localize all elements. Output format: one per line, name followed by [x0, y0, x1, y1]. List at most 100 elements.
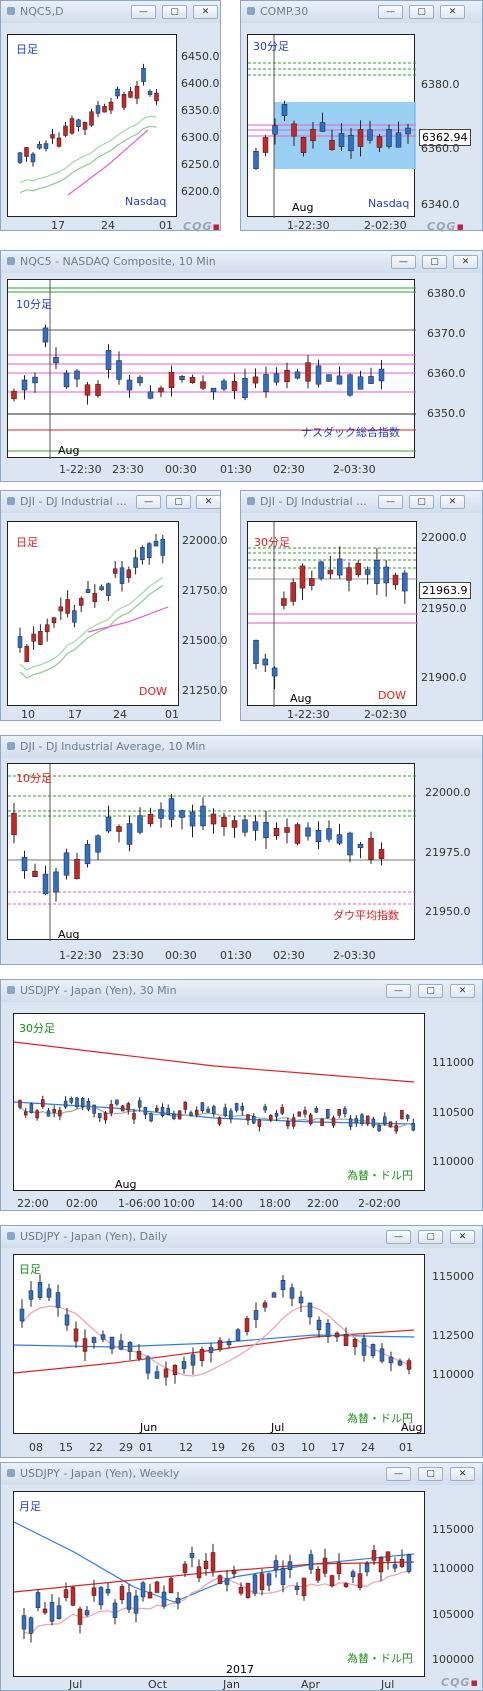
candle-body: [172, 1365, 178, 1375]
candle-body: [336, 834, 343, 844]
minimize-button[interactable]: —: [386, 1467, 411, 1481]
chart-area[interactable]: 30分足 Aug DOW: [247, 521, 418, 707]
candle-body: [235, 1329, 241, 1341]
candle-body: [284, 827, 290, 833]
candle-body: [84, 384, 91, 396]
close-button[interactable]: ✕: [450, 1467, 475, 1481]
candle-body: [98, 1587, 104, 1606]
x-tick: 2-02:00: [358, 1197, 401, 1210]
candle-body: [82, 121, 88, 130]
candle-body: [100, 1334, 106, 1340]
maximize-button[interactable]: ▢: [418, 1230, 443, 1244]
candle-body: [177, 1110, 182, 1120]
window-title: DJI - DJ Industrial ...: [260, 495, 367, 508]
candle-body: [21, 857, 28, 871]
x-tick: 10:00: [163, 1197, 195, 1210]
candle-body: [310, 128, 316, 142]
minimize-button[interactable]: —: [131, 5, 156, 19]
candle-body: [85, 589, 91, 593]
candle-body: [347, 832, 353, 856]
x-tick: 12: [179, 1441, 193, 1454]
candle-body: [143, 1106, 148, 1115]
candle-body: [262, 137, 269, 153]
minimize-button[interactable]: —: [386, 1230, 411, 1244]
candle-body: [274, 1112, 279, 1117]
app-icon: [247, 497, 255, 505]
minimize-button[interactable]: —: [391, 255, 416, 269]
month-label: Aug: [401, 1421, 423, 1434]
moving-average: [23, 1570, 410, 1635]
minimize-button[interactable]: —: [136, 495, 161, 509]
moving-average: [19, 1105, 414, 1129]
title-bar[interactable]: USDJPY - Japan (Yen), Weekly — ▢ ✕: [1, 1463, 482, 1485]
close-button[interactable]: ✕: [450, 984, 475, 998]
title-bar[interactable]: NQC5 - NASDAQ Composite, 10 Min — ▢ ✕: [1, 251, 482, 273]
minimize-button[interactable]: —: [378, 495, 403, 509]
chart-area[interactable]: 10分足 Aug ナスダック総合指数: [7, 279, 416, 459]
candle-body: [234, 1103, 239, 1111]
candle-body: [331, 1117, 336, 1126]
candle-body: [21, 379, 28, 391]
x-tick: 00:30: [165, 949, 197, 962]
minimize-button[interactable]: —: [386, 984, 411, 998]
candle-body: [337, 1109, 341, 1116]
chart-area[interactable]: 日足 DOW: [7, 521, 179, 706]
chart-area[interactable]: 日足 為替・ドル円 Jun Jul Aug: [13, 1254, 425, 1434]
title-bar[interactable]: DJI - DJ Industrial ... — ▢ ✕: [1, 491, 221, 513]
candle-body: [406, 1554, 412, 1572]
candle-body: [374, 560, 380, 584]
minimize-button[interactable]: —: [378, 5, 403, 19]
candle-body: [95, 835, 101, 853]
close-button[interactable]: ✕: [440, 495, 465, 509]
candle-body: [378, 368, 385, 382]
close-button[interactable]: ✕: [453, 255, 478, 269]
x-tick: 01:30: [220, 463, 252, 476]
title-bar[interactable]: COMP.30 — ▢ ✕: [241, 1, 482, 23]
maximize-button[interactable]: ▢: [418, 984, 443, 998]
close-button[interactable]: ✕: [450, 1230, 475, 1244]
candle-body: [354, 1118, 359, 1124]
maximize-button[interactable]: ▢: [166, 495, 191, 509]
close-button[interactable]: ✕: [196, 495, 221, 509]
candle-body: [42, 873, 49, 895]
maximize-button[interactable]: ▢: [409, 495, 434, 509]
candle-body: [273, 827, 280, 837]
timeframe-label: 10分足: [16, 772, 52, 785]
maximize-button[interactable]: ▢: [409, 5, 434, 19]
candle-body: [326, 374, 332, 382]
candle-body: [147, 91, 153, 95]
moving-average: [19, 125, 157, 194]
candle-body: [166, 1108, 170, 1116]
candle-body: [316, 1319, 322, 1331]
candle-body: [336, 1562, 342, 1574]
candle-body: [405, 127, 411, 135]
close-button[interactable]: ✕: [440, 5, 465, 19]
chart-area[interactable]: 30分足 Aug Nasdaq: [247, 34, 416, 218]
maximize-button[interactable]: ▢: [162, 5, 187, 19]
candle-body: [126, 569, 132, 578]
x-tick: 01: [159, 219, 173, 232]
chart-area[interactable]: 30分足 Aug 為替・ドル円: [13, 1013, 425, 1191]
chart-area[interactable]: 月足 為替・ドル円 2017: [13, 1491, 425, 1677]
candle-body: [259, 1573, 265, 1590]
candle-body: [208, 1347, 214, 1353]
candle-body: [102, 106, 107, 113]
candle-body: [80, 1098, 85, 1107]
chart-area[interactable]: 10分足 Aug ダウ平均指数: [7, 763, 416, 941]
aug-label: Aug: [290, 692, 312, 705]
candle-body: [78, 598, 84, 606]
title-bar[interactable]: USDJPY - Japan (Yen), 30 Min — ▢ ✕: [1, 980, 482, 1002]
title-bar[interactable]: NQC5,D — ▢ ✕: [1, 1, 220, 23]
candle-body: [153, 540, 159, 547]
maximize-button[interactable]: ▢: [418, 1467, 443, 1481]
title-bar[interactable]: USDJPY - Japan (Yen), Daily — ▢ ✕: [1, 1226, 482, 1248]
candle-body: [140, 547, 145, 560]
candle-body: [63, 852, 70, 876]
maximize-button[interactable]: ▢: [422, 255, 447, 269]
title-bar[interactable]: DJI - DJ Industrial ... — ▢ ✕: [241, 491, 482, 513]
close-button[interactable]: ✕: [193, 5, 218, 19]
chart-area[interactable]: 日足 Nasdaq: [7, 34, 177, 217]
title-bar[interactable]: DJI - DJ Industrial Average, 10 Min: [1, 736, 482, 758]
candle-body: [252, 821, 259, 831]
candle-body: [242, 819, 248, 833]
